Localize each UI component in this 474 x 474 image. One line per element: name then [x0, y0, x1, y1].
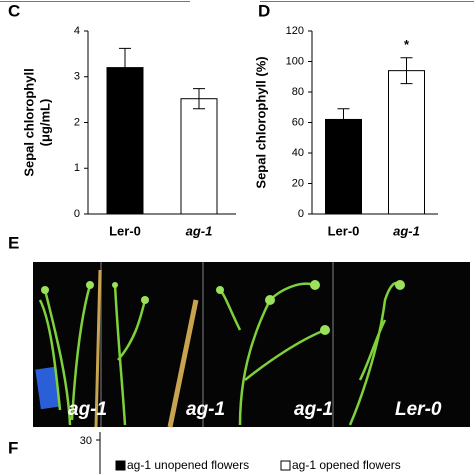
bar	[180, 98, 218, 215]
bar	[106, 67, 144, 215]
y-axis-label: Sepal chlorophyll (%)	[253, 56, 268, 188]
photo	[33, 262, 470, 428]
photo-label: Ler-0	[395, 399, 442, 420]
annotation: *	[404, 37, 410, 52]
flowers	[41, 280, 405, 335]
y-tick-label: 30	[80, 435, 92, 447]
legend-label: ag-1 unopened flowers	[127, 458, 249, 472]
photo-label: ag-1	[294, 399, 333, 420]
y-tick-label: 0	[74, 208, 80, 220]
y-tick-label: 80	[292, 86, 304, 98]
y-tick-label: 120	[286, 25, 304, 37]
error-bar	[337, 108, 350, 131]
stake	[94, 269, 102, 428]
y-tick-label: 100	[286, 55, 304, 67]
legend-swatch	[115, 460, 126, 471]
y-tick-label: 40	[292, 147, 304, 159]
photo-label: ag-1	[186, 399, 225, 420]
y-tick-label: 2	[74, 116, 80, 128]
panel-label: F	[8, 438, 18, 457]
y-tick-label: 0	[298, 208, 304, 220]
stake	[167, 299, 199, 428]
bar	[325, 118, 362, 215]
error-bar	[119, 47, 131, 88]
tag	[35, 366, 61, 410]
plants	[38, 281, 401, 426]
legend-label: ag-1 opened flowers	[292, 458, 401, 472]
panel-label: E	[8, 233, 19, 252]
error-bar	[193, 88, 205, 110]
x-tick-label: ag-1	[186, 223, 213, 238]
bar	[388, 70, 425, 215]
error-bar	[400, 57, 413, 85]
x-tick-label: Ler-0	[328, 223, 360, 238]
y-tick-label: 3	[74, 71, 80, 83]
x-tick-label: Ler-0	[109, 223, 141, 238]
y-axis-label: Sepal chlorophyll	[21, 68, 36, 176]
panel-label: D	[258, 1, 270, 20]
y-tick-label: 1	[74, 162, 80, 174]
photo-label: ag-1	[68, 399, 107, 420]
y-tick-label: 60	[292, 116, 304, 128]
y-tick-label: 4	[74, 25, 80, 37]
y-axis-label: (μg/mL)	[37, 99, 52, 147]
y-tick-label: 20	[292, 177, 304, 189]
x-tick-label: ag-1	[393, 223, 420, 238]
legend-swatch	[280, 460, 291, 471]
panel-label: C	[8, 1, 20, 20]
